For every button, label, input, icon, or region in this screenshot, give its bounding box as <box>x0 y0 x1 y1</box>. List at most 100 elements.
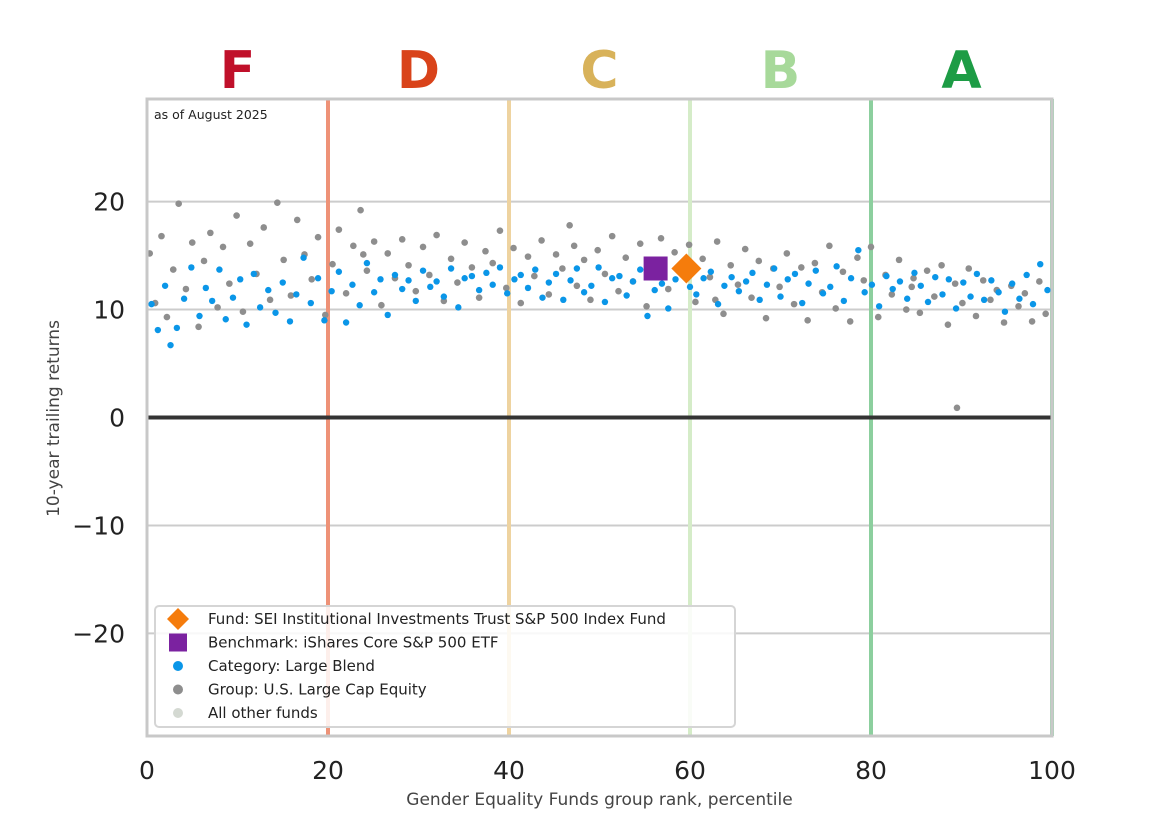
scatter-point <box>412 287 420 295</box>
scatter-point <box>791 270 799 278</box>
fund-marker <box>671 253 702 284</box>
scatter-point <box>699 255 706 263</box>
scatter-point <box>538 237 545 244</box>
scatter-point <box>545 279 553 286</box>
scatter-point <box>588 282 595 289</box>
scatter-point <box>167 341 174 349</box>
scatter-point <box>763 281 771 288</box>
x-tick-label: 20 <box>312 756 344 785</box>
scatter-point <box>532 266 539 273</box>
y-tick-label: −20 <box>72 619 125 648</box>
scatter-point <box>195 323 202 331</box>
scatter-point <box>455 304 462 311</box>
scatter-point <box>1037 260 1044 268</box>
y-tick-label: 0 <box>109 404 125 433</box>
scatter-point <box>517 271 524 279</box>
scatter-point <box>741 245 749 253</box>
legend-label: All other funds <box>208 704 318 722</box>
legend-diamond-marker <box>167 608 189 630</box>
scatter-point <box>1029 300 1037 308</box>
scatter-point <box>742 278 750 285</box>
scatter-point <box>239 308 247 315</box>
scatter-point <box>188 264 195 271</box>
scatter-point <box>1015 302 1022 310</box>
scatter-point <box>728 273 735 281</box>
scatter-point <box>180 295 188 302</box>
scatter-point <box>468 272 476 280</box>
scatter-point <box>233 212 240 219</box>
scatter-point <box>307 299 315 307</box>
scatter-point <box>854 254 861 262</box>
scatter-point <box>287 292 295 299</box>
scatter-point <box>812 267 819 274</box>
y-axis-ticks: −20 −10 0 10 20 <box>72 188 125 649</box>
x-tick-label: 80 <box>855 756 887 785</box>
scatter-point <box>580 256 588 264</box>
grade-b-label: B <box>761 41 801 101</box>
scatter-point <box>202 284 210 292</box>
scatter-point <box>214 304 221 311</box>
scatter-point <box>867 243 875 251</box>
scatter-point <box>161 282 169 289</box>
scatter-point <box>510 244 517 252</box>
scatter-point <box>783 250 791 257</box>
scatter-point <box>169 266 177 273</box>
scatter-point <box>475 286 483 294</box>
scatter-point <box>832 305 840 312</box>
x-axis-label: Gender Equality Funds group rank, percen… <box>406 790 792 810</box>
legend-circle-marker <box>173 684 183 695</box>
scatter-point <box>280 256 287 264</box>
scatter-point <box>923 267 931 274</box>
scatter-point <box>433 278 440 285</box>
scatter-point <box>314 275 322 282</box>
x-tick-label: 40 <box>493 756 525 785</box>
scatter-point <box>342 290 350 297</box>
scatter-point <box>196 312 203 320</box>
scatter-point <box>517 299 525 307</box>
scatter-point <box>875 303 883 310</box>
scatter-point <box>511 276 518 283</box>
scatter-point <box>356 302 363 309</box>
scatter-point <box>405 277 412 284</box>
scatter-point <box>266 296 274 304</box>
scatter-point <box>938 261 945 269</box>
scatter-point <box>440 293 448 300</box>
legend-label: Category: Large Blend <box>208 657 375 675</box>
scatter-point <box>265 286 272 294</box>
scatter-point <box>601 270 609 278</box>
scatter-point <box>447 265 455 272</box>
scatter-point <box>770 265 778 272</box>
scatter-point <box>384 250 392 257</box>
scatter-point <box>987 296 994 304</box>
scatter-point <box>644 312 651 320</box>
scatter-point <box>623 292 630 299</box>
grade-a-label: A <box>941 41 981 101</box>
scatter-point <box>643 302 650 310</box>
scatter-point <box>839 268 847 276</box>
scatter-point <box>573 265 581 272</box>
scatter-point <box>727 261 735 269</box>
x-tick-label: 100 <box>1028 756 1076 785</box>
scatter-point <box>350 242 357 250</box>
scatter-point <box>1016 295 1023 302</box>
scatter-point <box>405 261 412 269</box>
scatter-point <box>559 265 566 272</box>
scatter-point <box>916 309 924 317</box>
scatter-point <box>580 289 588 296</box>
scatter-point <box>398 236 406 243</box>
scatter-point <box>370 238 378 245</box>
scatter-point <box>496 227 504 235</box>
scatter-point <box>777 293 784 300</box>
legend-box <box>154 605 736 728</box>
scatter-point <box>636 240 644 247</box>
legend-label: Group: U.S. Large Cap Equity <box>208 681 427 699</box>
scatter-point <box>874 313 882 321</box>
scatter-point <box>489 281 496 288</box>
scatter-point <box>321 317 328 324</box>
scatter-point <box>847 275 855 282</box>
scatter-point <box>175 200 182 208</box>
scatter-point <box>979 277 987 284</box>
scatter-point <box>657 234 665 242</box>
scatter-point <box>951 280 959 287</box>
